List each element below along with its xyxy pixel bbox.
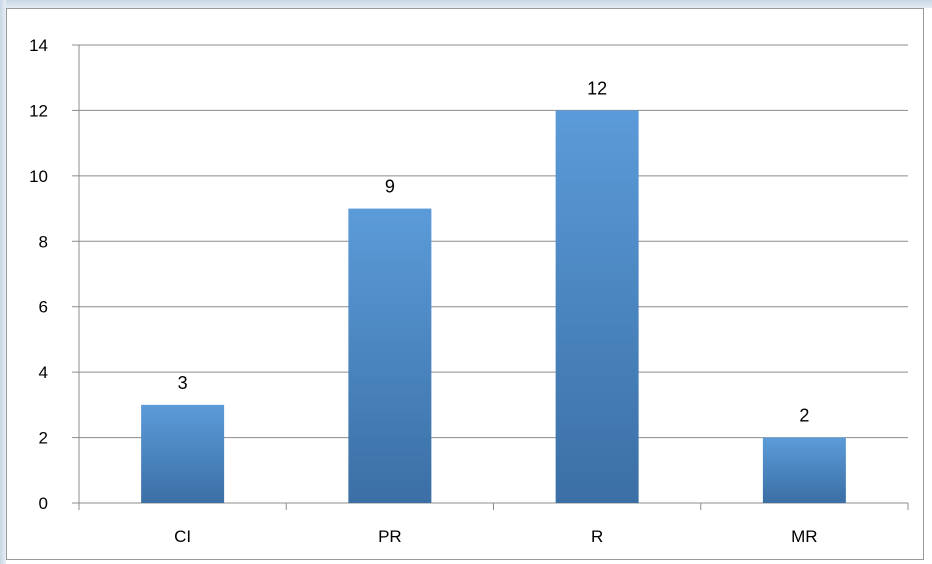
y-tick-label: 4 [39, 363, 48, 382]
y-tick-label: 0 [39, 494, 48, 513]
x-tick-label: PR [378, 527, 402, 546]
y-tick-label: 12 [29, 101, 48, 120]
window-top-strip [0, 0, 932, 8]
gridlines [79, 44, 908, 439]
data-label: 2 [799, 406, 809, 426]
bar-pr [348, 208, 432, 504]
data-label: 3 [178, 373, 188, 393]
window-left-strip [0, 0, 6, 564]
x-tick-label: CI [174, 527, 191, 546]
bar-r [555, 110, 639, 503]
y-tick-label: 8 [39, 232, 48, 251]
y-tick-label: 2 [39, 429, 48, 448]
y-tick-label: 10 [29, 167, 48, 186]
data-label: 12 [587, 78, 607, 98]
y-tick-label: 6 [39, 298, 48, 317]
bars [141, 110, 846, 504]
labels: 0 2 4 6 8 10 12 14 3 CI 9 PR 12 R 2 MR [29, 36, 818, 546]
x-tick-label: R [591, 527, 603, 546]
y-tick-label: 14 [29, 36, 48, 55]
x-tick-label: MR [791, 527, 817, 546]
data-label: 9 [385, 177, 395, 197]
bar-ci [141, 404, 225, 503]
bar-mr [762, 437, 846, 503]
